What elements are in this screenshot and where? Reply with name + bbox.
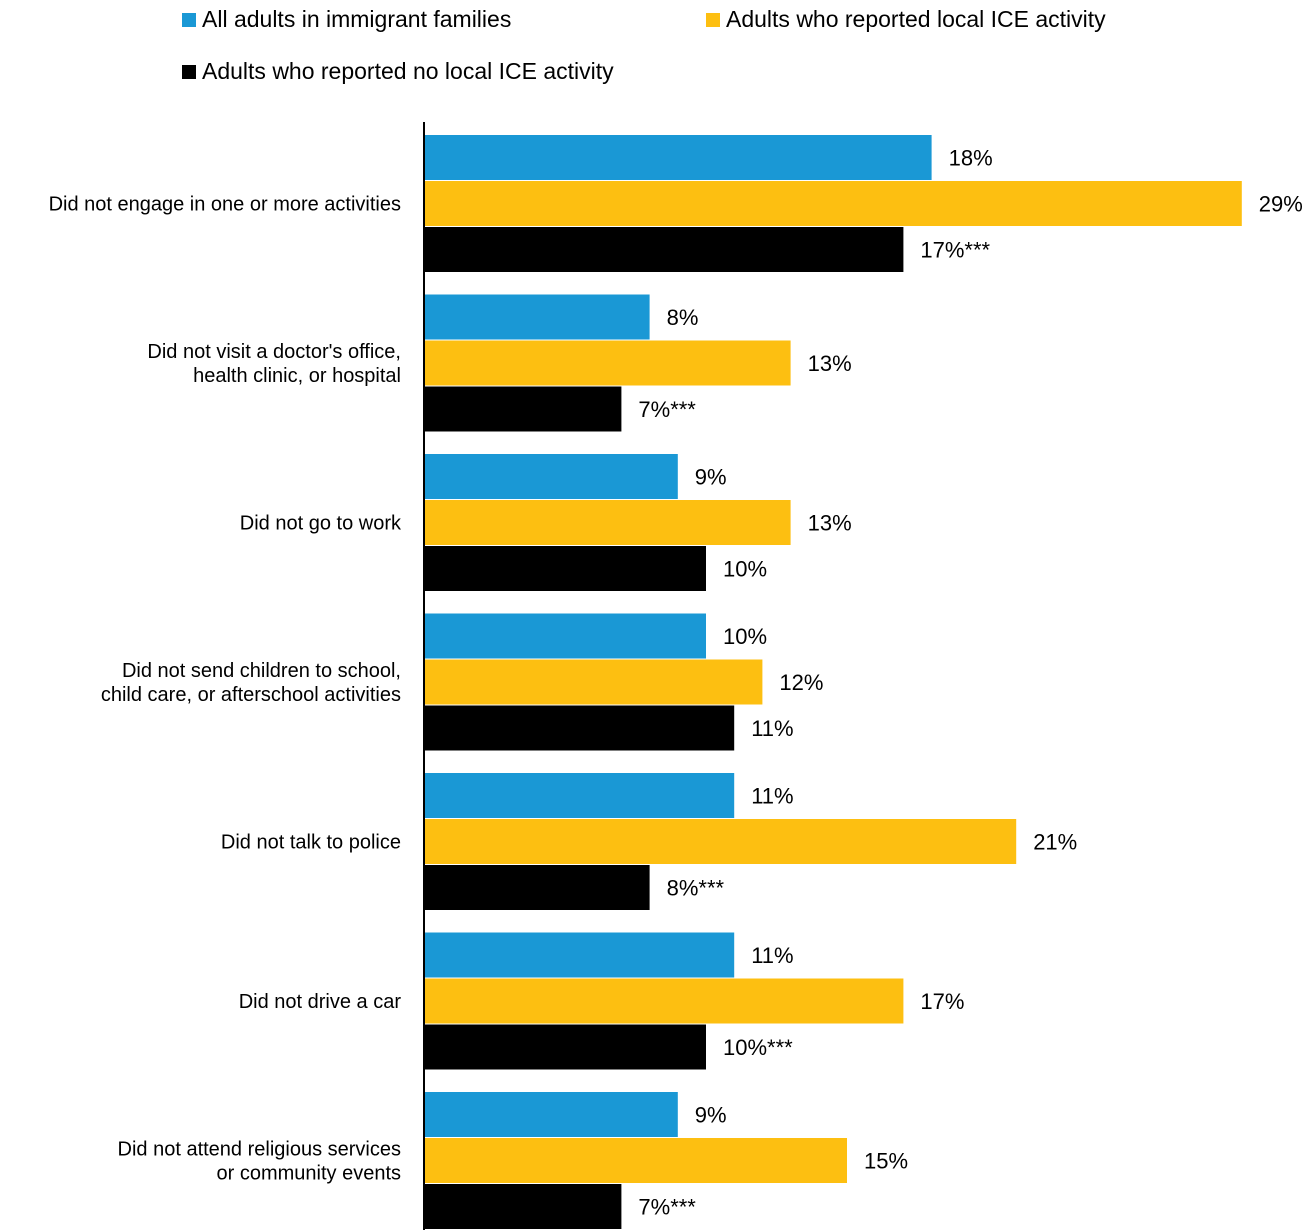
legend-swatch-black xyxy=(182,64,196,79)
legend-item-all-adults: All adults in immigrant families xyxy=(182,6,511,33)
data-label: 9% xyxy=(695,465,727,490)
bar-local-ice xyxy=(424,340,791,386)
data-label: 15% xyxy=(864,1149,908,1174)
legend-swatch-yellow xyxy=(706,12,720,27)
bar-no-local-ice xyxy=(424,705,735,751)
data-label: 11% xyxy=(751,716,793,741)
data-label: 17%*** xyxy=(920,238,990,263)
chart-legend: All adults in immigrant families Adults … xyxy=(0,0,1316,100)
bar-local-ice xyxy=(424,659,763,705)
category-label: or community events xyxy=(216,1163,401,1185)
category-label: Did not go to work xyxy=(240,513,402,535)
legend-item-local-ice: Adults who reported local ICE activity xyxy=(706,6,1106,33)
data-label: 11% xyxy=(751,943,793,968)
data-label: 7%*** xyxy=(638,1195,696,1220)
category-label: Did not attend religious services xyxy=(118,1139,401,1161)
bar-no-local-ice xyxy=(424,227,904,272)
category-label: Did not send children to school, xyxy=(122,660,401,682)
category-label: Did not drive a car xyxy=(239,991,402,1013)
data-label: 29% xyxy=(1259,192,1303,217)
legend-label: All adults in immigrant families xyxy=(202,6,512,32)
legend-item-no-local-ice: Adults who reported no local ICE activit… xyxy=(182,58,614,85)
bar-all-adults xyxy=(424,294,650,340)
category-label: Did not visit a doctor's office, xyxy=(147,341,401,363)
data-label: 12% xyxy=(779,670,823,695)
category-label: Did not talk to police xyxy=(221,832,401,854)
legend-swatch-blue xyxy=(182,12,196,27)
data-label: 21% xyxy=(1033,830,1077,855)
data-label: 11% xyxy=(751,784,793,809)
bar-local-ice xyxy=(424,819,1017,864)
data-label: 10% xyxy=(723,624,767,649)
bar-all-adults xyxy=(424,932,735,978)
category-label: Did not engage in one or more activities xyxy=(49,194,401,216)
data-label: 10% xyxy=(723,557,767,582)
data-label: 8% xyxy=(667,305,699,330)
data-label: 7%*** xyxy=(638,397,696,422)
bar-local-ice xyxy=(424,500,791,545)
bar-no-local-ice xyxy=(424,546,706,591)
data-label: 9% xyxy=(695,1103,727,1128)
data-label: 8%*** xyxy=(667,876,725,901)
bar-all-adults xyxy=(424,1092,678,1137)
bar-local-ice xyxy=(424,181,1242,226)
legend-label: Adults who reported local ICE activity xyxy=(726,6,1106,32)
data-label: 13% xyxy=(808,511,852,536)
bar-no-local-ice xyxy=(424,386,622,432)
bar-local-ice xyxy=(424,978,904,1024)
category-label: health clinic, or hospital xyxy=(193,365,401,387)
bar-local-ice xyxy=(424,1138,847,1183)
bar-no-local-ice xyxy=(424,865,650,910)
bar-no-local-ice xyxy=(424,1184,622,1229)
bar-no-local-ice xyxy=(424,1024,706,1070)
legend-label: Adults who reported no local ICE activit… xyxy=(202,58,614,84)
bar-all-adults xyxy=(424,613,706,659)
bar-all-adults xyxy=(424,454,678,499)
bar-all-adults xyxy=(424,773,735,818)
data-label: 18% xyxy=(949,146,993,171)
bar-all-adults xyxy=(424,135,932,180)
category-label: child care, or afterschool activities xyxy=(101,684,401,706)
data-label: 17% xyxy=(920,989,964,1014)
data-label: 13% xyxy=(808,351,852,376)
data-label: 10%*** xyxy=(723,1035,793,1060)
